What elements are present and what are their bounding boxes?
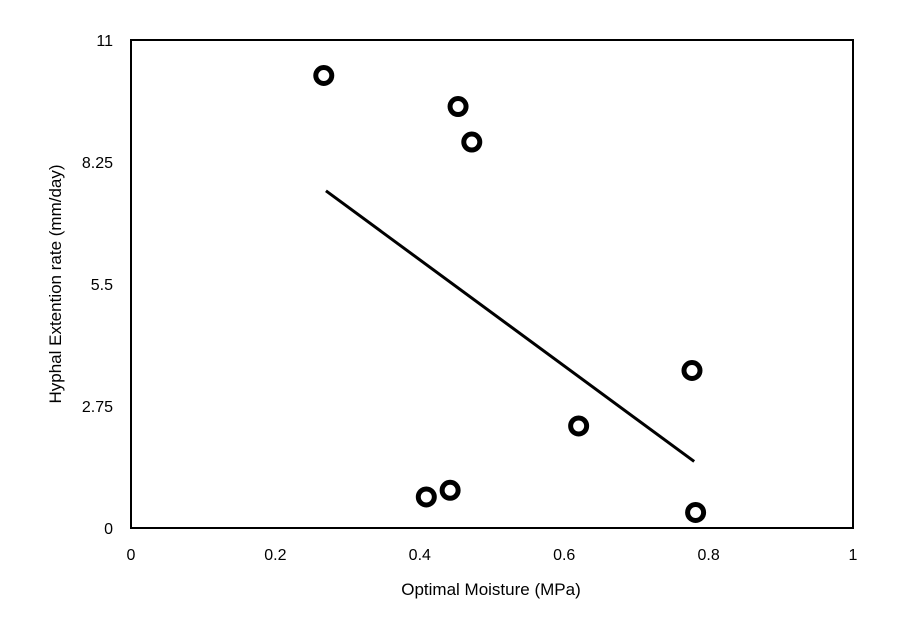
x-tick-label: 0.6 [553,547,575,564]
x-tick-label: 0.2 [264,547,286,564]
data-point [685,501,707,523]
y-tick-label: 5.5 [91,277,113,294]
y-tick-labels: 0 2.75 5.5 8.25 11 [82,33,113,538]
data-point [461,131,483,153]
x-tick-label: 1 [849,547,858,564]
plot-area-frame [130,39,854,529]
data-point [313,64,335,86]
data-point [568,415,590,437]
x-axis-title: Optimal Moisture (MPa) [401,580,580,599]
data-point [415,486,437,508]
trendline [325,189,696,463]
data-point [447,96,469,118]
y-tick-label: 8.25 [82,155,113,172]
x-tick-labels: 0 0.2 0.4 0.6 0.8 1 [127,547,858,564]
x-tick-label: 0.8 [697,547,719,564]
y-tick-label: 0 [104,521,113,538]
data-points [313,64,707,523]
x-tick-label: 0.4 [409,547,431,564]
y-tick-label: 2.75 [82,399,113,416]
x-tick-label: 0 [127,547,136,564]
y-axis-title: Hyphal Extention rate (mm/day) [46,164,65,403]
data-point [681,360,703,382]
y-tick-label: 11 [96,33,113,50]
data-point [439,479,461,501]
